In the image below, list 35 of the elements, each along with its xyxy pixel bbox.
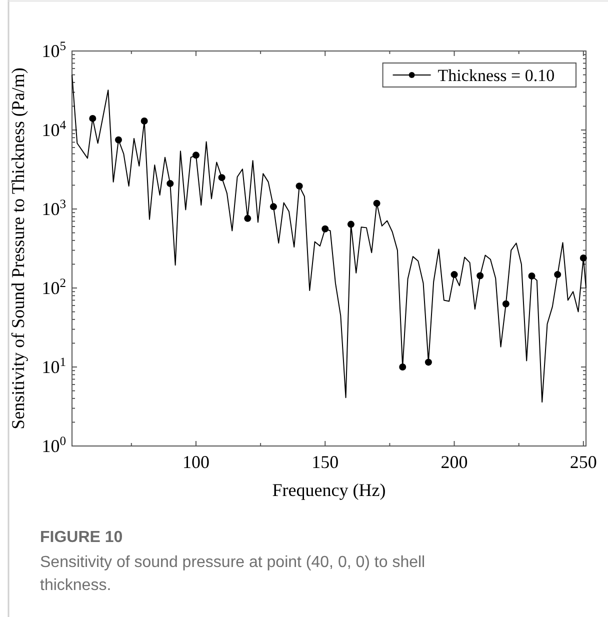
point xyxy=(166,180,174,188)
text: Sensitivity of sound pressure at point (40, 0, 0) to shell thickness. xyxy=(40,554,426,594)
y-axis-title: Sensitivity of Sound Pressure to Thickness (Pa/m) xyxy=(8,68,28,430)
y-tick-label: 10$^{4}$ xyxy=(42,118,67,140)
point xyxy=(424,358,432,366)
point xyxy=(89,114,96,122)
y-tick-label: 10$^{3}$ xyxy=(42,197,66,219)
x-axis-title: Frequency (Hz) xyxy=(272,480,386,500)
x-tick-label: 150 xyxy=(312,452,339,472)
point xyxy=(476,272,484,280)
x-tick-label: 100 xyxy=(182,452,210,472)
legend-label: Thickness = 0.10 xyxy=(438,66,555,85)
point xyxy=(270,203,277,210)
point xyxy=(347,220,354,228)
point xyxy=(399,364,406,370)
point xyxy=(322,225,329,232)
x-tick-label: 200 xyxy=(440,452,468,472)
point xyxy=(450,271,458,278)
point xyxy=(296,182,303,190)
caption: FIGURE 10 xyxy=(40,529,123,546)
point xyxy=(244,214,252,222)
point xyxy=(218,174,226,182)
point xyxy=(373,200,380,207)
point xyxy=(114,136,122,144)
x-tick-label: 250 xyxy=(570,452,597,472)
point xyxy=(192,152,200,159)
point xyxy=(502,300,510,308)
y-tick-label: 10$^{1}$ xyxy=(42,355,66,377)
point xyxy=(580,254,587,262)
point xyxy=(528,272,536,280)
y-tick-label: 10$^{5}$ xyxy=(42,39,66,61)
y-tick-label: 10$^{2}$ xyxy=(42,276,66,298)
point xyxy=(140,118,148,124)
y-tick-label: 10$^{0}$ xyxy=(42,434,66,456)
point xyxy=(554,271,562,278)
